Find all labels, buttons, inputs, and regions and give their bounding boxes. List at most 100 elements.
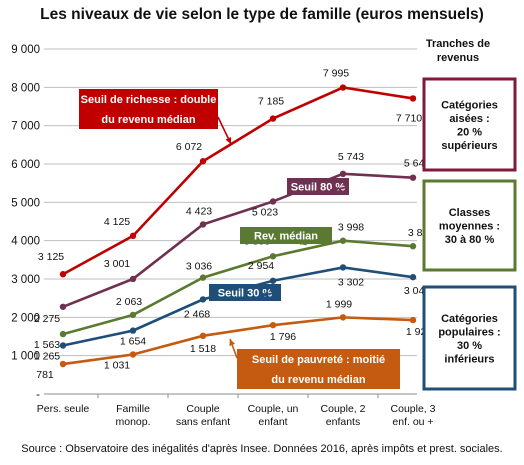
data-point-s80 <box>409 174 417 181</box>
data-label-s30: 1 654 <box>120 336 146 348</box>
data-point-pauvrete <box>409 316 417 324</box>
y-tick-label: 3 000 <box>11 274 40 286</box>
data-point-pauvrete <box>59 360 67 368</box>
data-point-median <box>339 237 347 244</box>
data-label-s80: 5 743 <box>338 151 364 163</box>
annotation-text-richesse: du revenu médian <box>101 114 195 126</box>
source-note: Source : Observatoire des inégalités d'a… <box>21 443 503 455</box>
data-point-richesse <box>129 232 137 240</box>
data-label-richesse: 7 710 <box>396 112 422 124</box>
data-point-s30 <box>199 296 207 303</box>
data-label-richesse: 3 125 <box>38 251 64 263</box>
data-label-s80: 4 423 <box>186 205 212 217</box>
x-category-label: Couple, 2 enfants <box>321 403 366 428</box>
side-box-text: Classes <box>449 207 491 219</box>
annotation-arrowhead-s30 <box>262 291 269 298</box>
data-label-richesse: 4 125 <box>104 216 130 228</box>
data-point-median <box>199 274 207 281</box>
data-label-richesse: 7 995 <box>323 68 349 80</box>
series-line-s80 <box>62 172 414 308</box>
side-box-text: aisées : <box>449 113 489 125</box>
data-point-s80 <box>59 303 67 310</box>
data-point-pauvrete <box>199 332 207 340</box>
side-box-text: moyennes : <box>439 221 500 233</box>
data-point-s30 <box>269 277 277 284</box>
y-tick-label: 1 000 <box>11 351 40 363</box>
x-category-label: Couple, 3 enf. ou + <box>391 403 436 428</box>
data-label-pauvrete: 1 031 <box>104 359 130 371</box>
data-point-median <box>409 243 417 250</box>
data-label-pauvrete: 781 <box>36 369 54 381</box>
data-label-pauvrete: 1 999 <box>326 298 352 310</box>
data-point-pauvrete <box>339 314 347 321</box>
data-label-pauvrete: 1 518 <box>190 343 216 355</box>
data-point-s30 <box>409 273 417 281</box>
y-tick-label: 4 000 <box>11 236 40 248</box>
data-label-pauvrete: 1 796 <box>270 331 296 343</box>
data-label-s80: 5 023 <box>252 206 278 218</box>
data-point-s80 <box>269 198 277 205</box>
series-line-median <box>62 239 414 336</box>
data-label-richesse: 7 185 <box>258 96 284 108</box>
data-point-s80 <box>199 221 207 228</box>
y-tick-label: 5 000 <box>11 197 40 209</box>
side-box-text: Catégories <box>441 99 498 111</box>
x-category-label: Couple, un enfant <box>248 403 299 428</box>
data-label-s30: 1 265 <box>34 351 60 363</box>
data-point-median <box>59 330 67 338</box>
annotation-text-s30: Seuil 30 % <box>218 288 273 300</box>
data-label-s80: 2 275 <box>34 313 60 325</box>
annotation-arrowhead-median <box>300 239 307 246</box>
annotation-text-richesse: Seuil de richesse : double <box>81 94 217 106</box>
data-label-median: 2 063 <box>116 296 142 308</box>
data-label-s30: 2 468 <box>184 308 210 320</box>
data-point-s30 <box>339 264 347 271</box>
y-tick-label: 7 000 <box>11 121 40 133</box>
x-category-label: Pers. seule <box>37 403 90 415</box>
data-label-s30: 2 954 <box>248 260 274 272</box>
data-point-richesse <box>269 115 277 122</box>
data-point-median <box>269 253 277 260</box>
data-point-pauvrete <box>129 351 137 358</box>
data-label-s80: 3 001 <box>104 258 130 270</box>
annotation-text-pauvrete: Seuil de pauvreté : moitié <box>252 354 385 366</box>
annotation-arrowhead-pauvrete <box>229 339 236 346</box>
side-box-text: 20 % <box>457 126 482 138</box>
data-label-s30: 3 302 <box>338 276 364 288</box>
y-tick-label: - <box>36 389 40 401</box>
annotation-arrowhead-richesse <box>225 137 232 144</box>
y-tick-label: 8 000 <box>11 82 40 94</box>
side-box-text: 30 % <box>457 340 482 352</box>
annotation-box-median <box>240 227 332 244</box>
side-box-text: Catégories <box>441 313 498 325</box>
x-category-label: Couple sans enfant <box>176 403 230 428</box>
chart-title: Les niveaux de vie selon le type de fami… <box>40 6 484 23</box>
side-box <box>422 77 517 172</box>
data-label-richesse: 6 072 <box>176 141 202 153</box>
data-point-richesse <box>59 271 67 278</box>
annotation-text-pauvrete: du revenu médian <box>271 374 365 386</box>
data-point-richesse <box>409 95 417 102</box>
annotation-text-s80: Seuil 80 % <box>291 182 346 194</box>
y-tick-label: 9 000 <box>11 44 40 56</box>
x-category-label: Famille monop. <box>115 403 150 428</box>
data-point-richesse <box>339 84 347 91</box>
side-box-text: 30 à 80 % <box>445 234 495 246</box>
y-tick-label: 2 000 <box>11 312 40 324</box>
side-box-text: populaires : <box>438 326 500 338</box>
data-point-s30 <box>129 327 137 334</box>
data-label-median: 3 998 <box>338 222 364 234</box>
data-label-median: 3 036 <box>186 261 212 273</box>
side-box <box>422 179 517 272</box>
annotation-arrowhead-s80 <box>330 186 337 193</box>
data-point-s30 <box>59 342 67 349</box>
data-point-s80 <box>129 275 137 283</box>
annotation-box-richesse <box>79 89 218 129</box>
annotation-box-s30 <box>209 284 281 301</box>
side-header: Tranches de revenus <box>426 38 490 64</box>
data-label-median: 1 563 <box>34 339 60 351</box>
annotation-text-median: Rev. médian <box>254 231 318 243</box>
data-point-richesse <box>199 158 207 165</box>
y-tick-label: 6 000 <box>11 159 40 171</box>
